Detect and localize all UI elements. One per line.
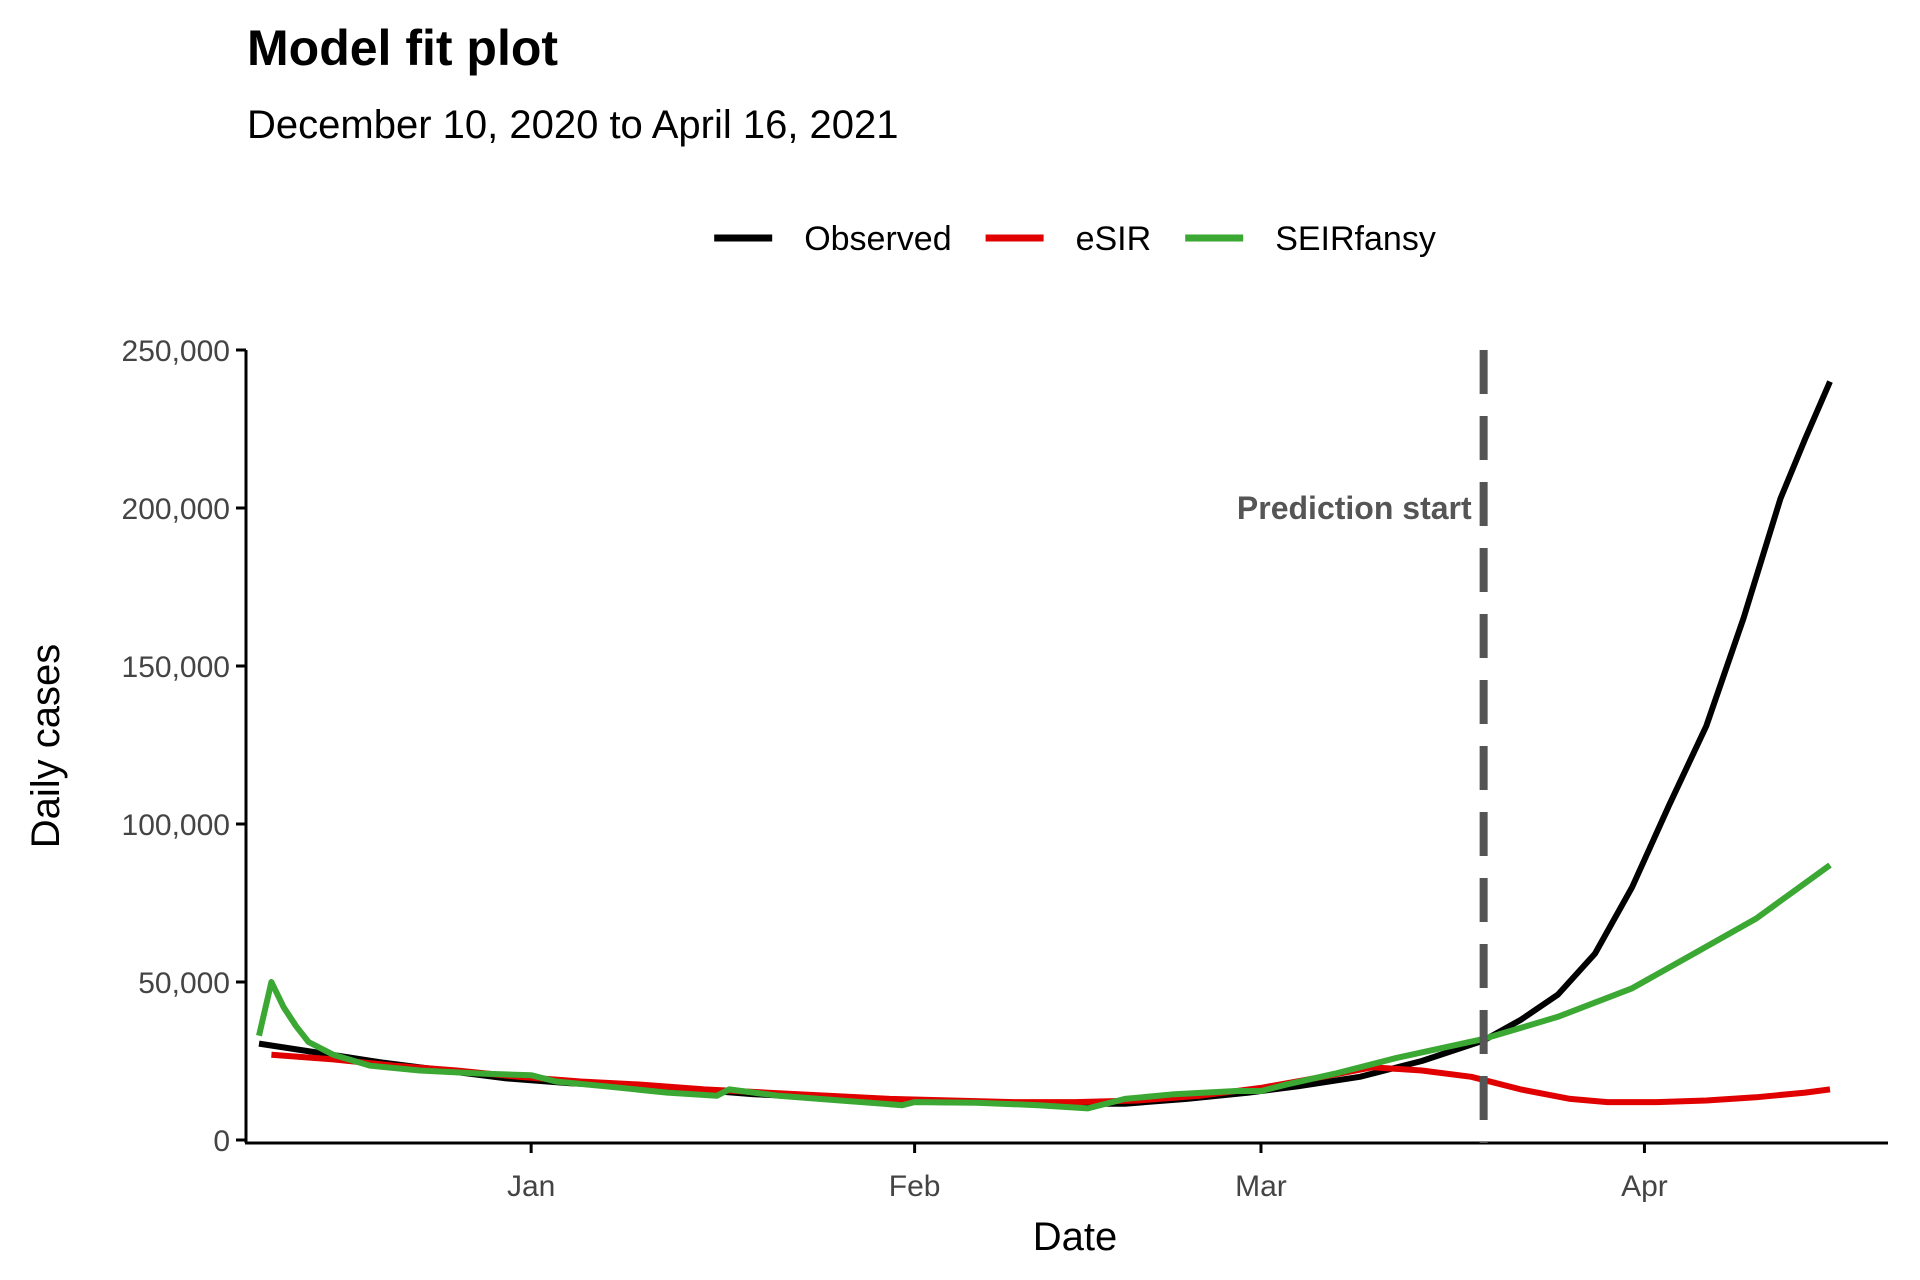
legend-label: SEIRfansy bbox=[1275, 220, 1436, 258]
x-tick-label: Jan bbox=[507, 1170, 555, 1203]
y-tick-label: 100,000 bbox=[122, 809, 230, 842]
legend-item-seirfansy: SEIRfansy bbox=[1185, 220, 1436, 258]
legend-label: Observed bbox=[804, 220, 951, 258]
legend-item-esir: eSIR bbox=[985, 220, 1152, 258]
series-line-seirfansy bbox=[256, 862, 1832, 1112]
series-line-observed bbox=[258, 380, 1833, 1107]
prediction-start-label: Prediction start bbox=[1237, 490, 1472, 526]
y-tick-label: 0 bbox=[213, 1125, 230, 1158]
y-tick-label: 50,000 bbox=[138, 967, 230, 1000]
x-tick-label: Apr bbox=[1621, 1170, 1668, 1203]
x-tick-label: Mar bbox=[1235, 1170, 1287, 1203]
plot-area: 0 50,000 100,000 150,000 200,000 250,000 Jan F… bbox=[122, 335, 1888, 1203]
y-tick-label: 250,000 bbox=[122, 335, 230, 368]
chart-title: Model fit plot bbox=[247, 20, 558, 76]
chart-subtitle: December 10, 2020 to April 16, 2021 bbox=[247, 103, 899, 147]
series-lines bbox=[256, 380, 1833, 1112]
legend-item-observed: Observed bbox=[714, 220, 952, 258]
x-axis-ticks: Jan Feb Mar Apr bbox=[507, 1143, 1668, 1203]
y-tick-label: 200,000 bbox=[122, 493, 230, 526]
series-line-esir bbox=[271, 1051, 1831, 1106]
prediction-start-annotation: Prediction start bbox=[1237, 350, 1488, 1143]
x-axis-title: Date bbox=[1033, 1215, 1118, 1259]
legend: Observed eSIR SEIRfansy bbox=[714, 220, 1436, 258]
x-tick-label: Feb bbox=[889, 1170, 941, 1203]
legend-label: eSIR bbox=[1076, 220, 1152, 258]
y-axis-ticks: 0 50,000 100,000 150,000 200,000 250,000 bbox=[122, 335, 246, 1158]
y-tick-label: 150,000 bbox=[122, 651, 230, 684]
y-axis-title: Daily cases bbox=[24, 644, 68, 849]
